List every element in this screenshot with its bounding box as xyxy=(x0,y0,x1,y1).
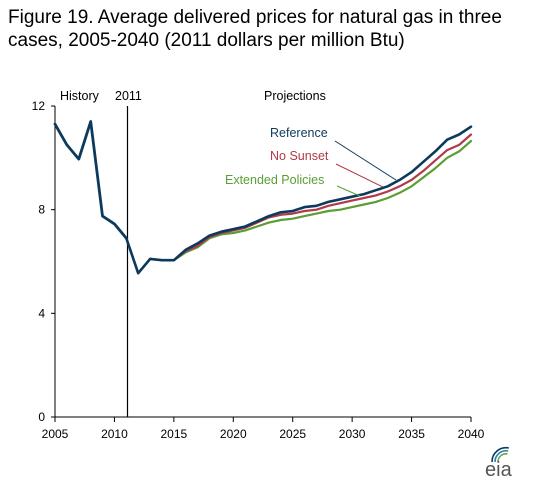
eia-logo-arc xyxy=(494,449,509,463)
y-tick-label: 12 xyxy=(32,99,46,113)
history-line xyxy=(53,120,128,240)
no-sunset-leader-line xyxy=(335,163,384,188)
year-2011-label: 2011 xyxy=(115,89,142,103)
reference-label: Reference xyxy=(270,126,328,140)
x-tick-label: 2030 xyxy=(339,427,366,441)
chart-title: Figure 19. Average delivered prices for … xyxy=(8,7,502,51)
reference-line xyxy=(125,125,473,275)
no-sunset-label: No Sunset xyxy=(270,149,329,163)
eia-logo-text: eia xyxy=(485,459,513,481)
x-tick-label: 2040 xyxy=(458,427,485,441)
extended-policies-leader-line xyxy=(336,185,361,197)
history-label: History xyxy=(60,89,100,103)
x-tick-label: 2020 xyxy=(220,427,247,441)
projections-label: Projections xyxy=(264,89,326,103)
x-tick-label: 2010 xyxy=(101,427,128,441)
x-tick-label: 2015 xyxy=(161,427,188,441)
eia-logo-arc xyxy=(497,453,508,463)
y-tick-label: 0 xyxy=(38,410,45,424)
x-tick-label: 2035 xyxy=(398,427,425,441)
x-tick-label: 2025 xyxy=(279,427,306,441)
x-tick-label: 2005 xyxy=(42,427,69,441)
reference-leader-line xyxy=(334,140,397,181)
extended-policies-label: Extended Policies xyxy=(225,173,324,187)
eia-logo-arc xyxy=(491,446,509,463)
y-tick-label: 4 xyxy=(38,306,45,320)
y-tick-label: 8 xyxy=(38,203,45,217)
